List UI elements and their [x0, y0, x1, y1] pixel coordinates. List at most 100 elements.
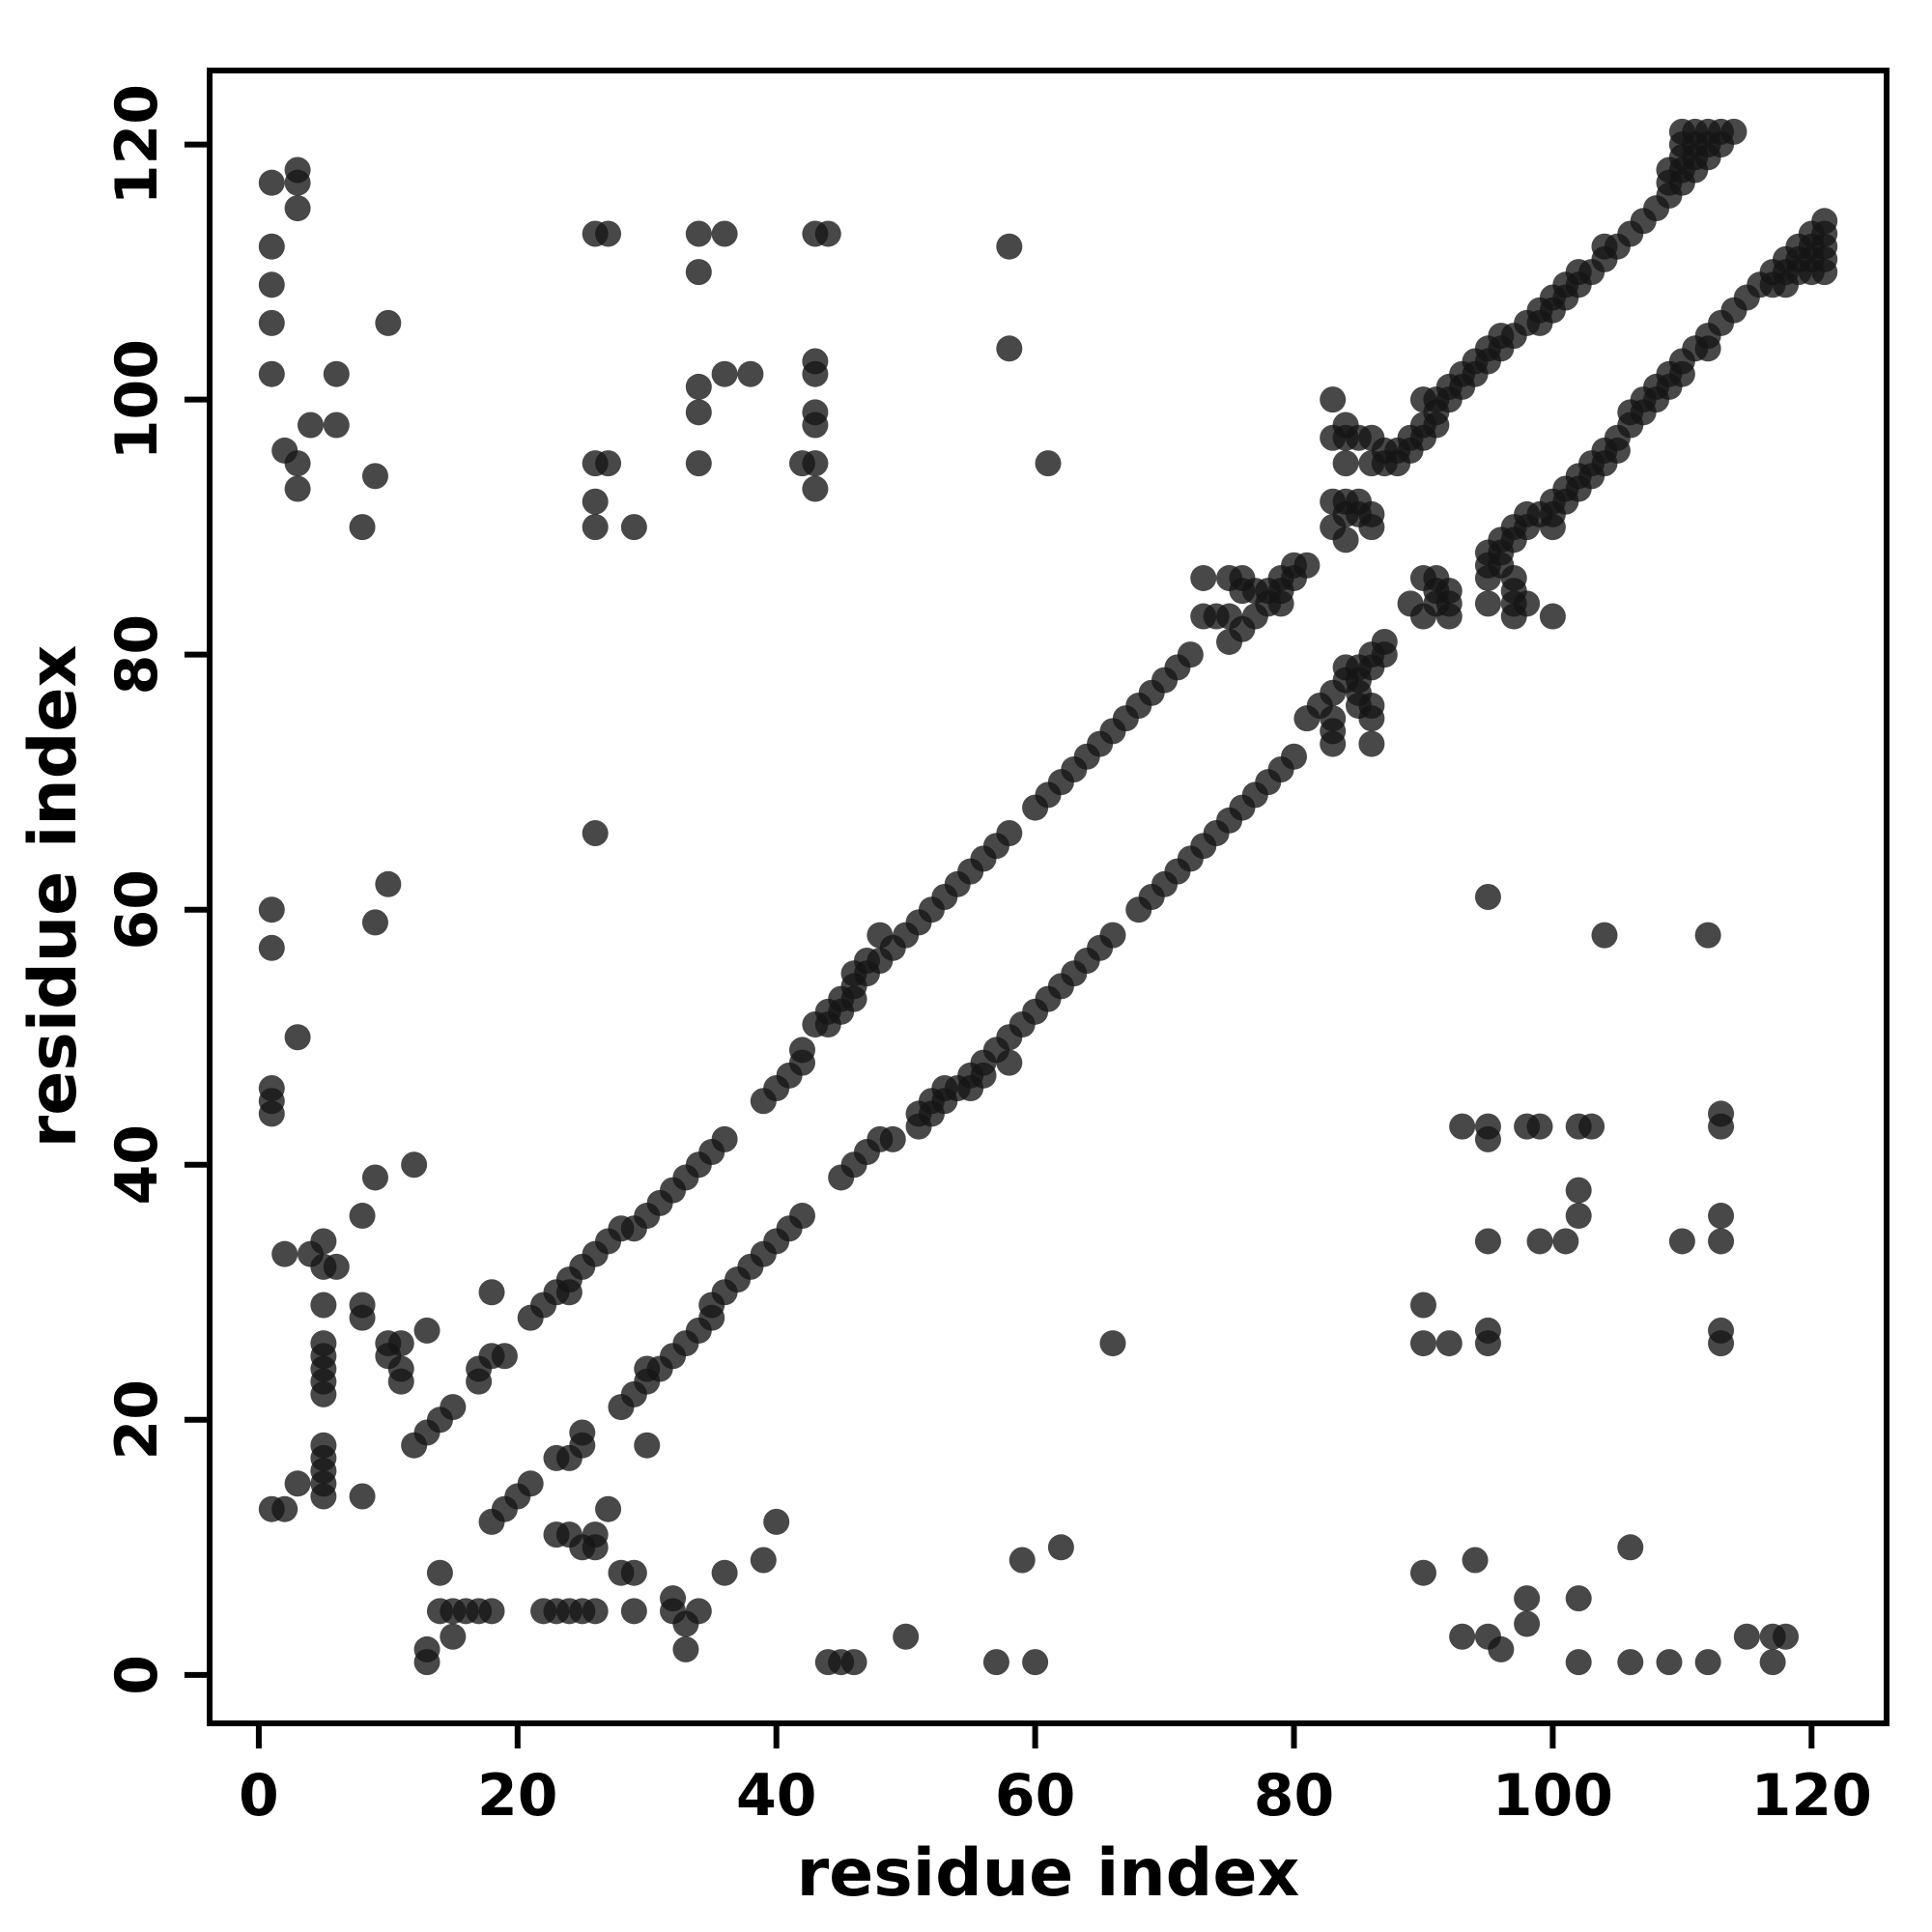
data-point: [258, 233, 285, 260]
data-point: [1293, 552, 1321, 579]
data-point: [1035, 450, 1062, 477]
data-point: [982, 1649, 1009, 1676]
data-point: [1565, 1203, 1592, 1230]
data-point: [491, 1343, 518, 1370]
data-point: [284, 195, 311, 222]
x-tick-label: 0: [239, 1762, 279, 1830]
data-point: [426, 1559, 453, 1586]
data-point: [582, 514, 609, 541]
plot-border: [207, 68, 1889, 1726]
data-point: [763, 1508, 790, 1535]
data-point: [517, 1470, 544, 1497]
data-point: [1811, 208, 1838, 235]
data-point: [1656, 1649, 1683, 1676]
data-point: [802, 450, 829, 477]
data-point: [349, 514, 376, 541]
data-point: [893, 1623, 920, 1650]
data-point: [1565, 1649, 1592, 1676]
data-point: [1708, 1100, 1735, 1127]
data-point: [323, 360, 350, 387]
data-point: [258, 271, 285, 298]
data-point: [284, 450, 311, 477]
data-point: [996, 1049, 1023, 1076]
x-tick-label: 80: [1254, 1762, 1335, 1830]
data-point: [582, 819, 609, 846]
data-point: [310, 1380, 337, 1407]
y-axis: 0 20 40 60 80 100 120: [103, 84, 210, 1695]
data-point: [349, 1483, 376, 1510]
data-point: [543, 1444, 570, 1471]
data-point: [1474, 884, 1501, 910]
y-tick-label: 100: [103, 339, 171, 460]
data-point: [867, 922, 894, 949]
data-point: [1617, 1534, 1644, 1561]
data-point: [1332, 526, 1359, 554]
data-point: [349, 1203, 376, 1230]
data-point: [1306, 692, 1333, 719]
data-point: [349, 1304, 376, 1331]
data-point: [258, 360, 285, 387]
data-point: [1552, 1228, 1579, 1255]
data-point: [1591, 922, 1618, 949]
data-point: [258, 1100, 285, 1127]
data-point: [1409, 1559, 1436, 1586]
data-point: [737, 360, 764, 387]
data-point: [595, 450, 622, 477]
data-point: [413, 1635, 440, 1662]
x-axis-title: residue index: [797, 1835, 1300, 1912]
data-point: [1694, 1649, 1721, 1676]
data-point: [711, 1559, 738, 1586]
data-point: [258, 309, 285, 336]
data-point: [1694, 922, 1721, 949]
data-point: [802, 360, 829, 387]
data-point: [1022, 1649, 1049, 1676]
data-point: [258, 169, 285, 196]
data-point: [711, 220, 738, 247]
data-point: [1514, 590, 1541, 617]
data-point: [1177, 641, 1204, 668]
y-tick-label: 120: [103, 84, 171, 205]
data-point: [608, 1559, 635, 1586]
data-point: [1759, 1623, 1786, 1650]
data-point: [1708, 1228, 1735, 1255]
data-point: [1474, 1317, 1501, 1344]
data-point: [1320, 386, 1347, 413]
data-point: [543, 1521, 570, 1548]
y-tick-label: 40: [103, 1124, 171, 1206]
x-tick-label: 20: [477, 1762, 558, 1830]
data-point: [1720, 118, 1747, 145]
data-point: [685, 373, 712, 400]
data-point: [258, 934, 285, 961]
data-point: [375, 309, 402, 336]
data-point: [595, 220, 622, 247]
data-point: [1449, 1623, 1476, 1650]
points-layer: [258, 118, 1838, 1676]
data-point: [1358, 730, 1385, 757]
data-point: [711, 1125, 738, 1152]
data-point: [814, 1649, 841, 1676]
data-point: [660, 1585, 687, 1612]
data-point: [413, 1317, 440, 1344]
data-point: [1099, 922, 1126, 949]
data-point: [1229, 564, 1256, 591]
data-point: [1539, 603, 1566, 630]
data-point: [478, 1279, 505, 1306]
data-point: [426, 1598, 453, 1625]
data-point: [284, 475, 311, 502]
data-point: [1281, 743, 1308, 770]
data-point: [361, 463, 388, 490]
data-point: [1409, 1292, 1436, 1319]
data-point: [1474, 1623, 1501, 1650]
data-point: [569, 1419, 596, 1446]
y-tick-label: 0: [103, 1655, 171, 1695]
data-point: [1565, 1585, 1592, 1612]
data-point: [685, 220, 712, 247]
data-point: [996, 335, 1023, 362]
x-tick-label: 100: [1492, 1762, 1613, 1830]
data-point: [1358, 692, 1385, 719]
data-point: [788, 1203, 815, 1230]
data-point: [1371, 628, 1398, 655]
data-point: [634, 1432, 661, 1459]
data-point: [1358, 500, 1385, 527]
data-point: [310, 1292, 337, 1319]
